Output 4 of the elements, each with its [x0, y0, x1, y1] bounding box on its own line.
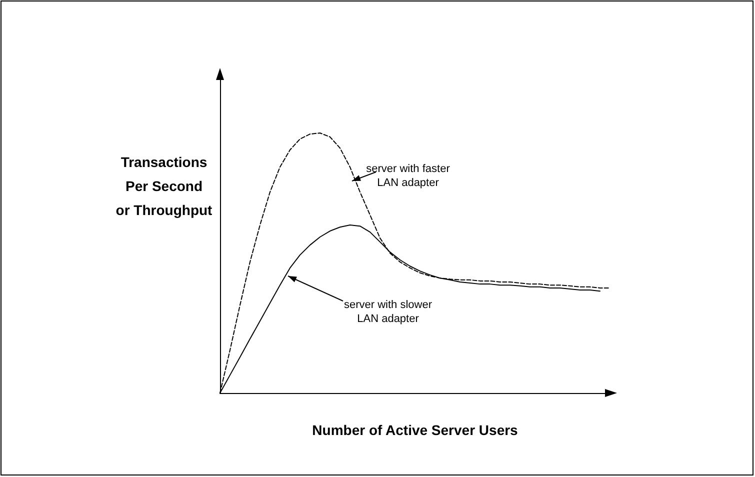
y-axis-title: Transactions Per Second or Throughput — [116, 154, 213, 218]
x-axis-title: Number of Active Server Users — [312, 422, 518, 438]
annotation: server with slower LAN adapter — [344, 299, 432, 325]
annotation: server with faster LAN adapter — [366, 163, 450, 189]
